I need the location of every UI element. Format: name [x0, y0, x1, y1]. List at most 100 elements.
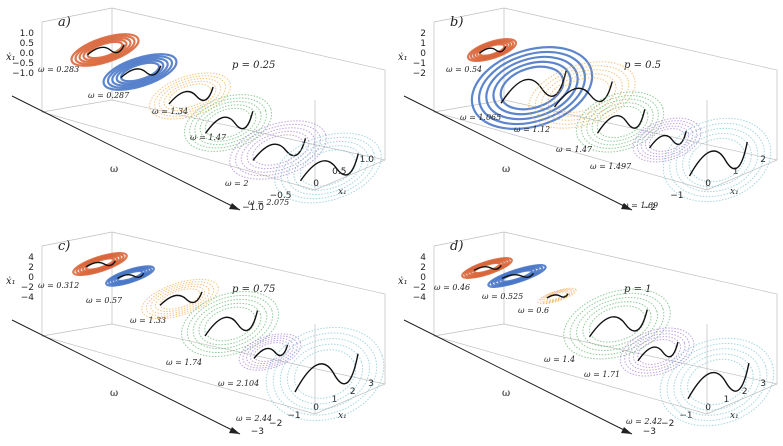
omega-value-label: ω = 2.075: [248, 198, 289, 207]
omega-axis-line: [403, 319, 633, 435]
omega-axis-arrowhead: [229, 203, 240, 210]
y-tick-label: 4: [420, 253, 426, 263]
attractor-ring: [246, 130, 310, 170]
omega-value-label: ω = 1.71: [584, 370, 620, 379]
y-tick-label: 0: [28, 273, 34, 283]
trajectory-line: [159, 291, 203, 306]
attractor-ring: [252, 134, 304, 166]
attractor-ring: [539, 288, 575, 304]
attractor-ring: [673, 348, 761, 416]
attractor-ring: [669, 122, 765, 198]
omega-value-label: ω = 0.287: [88, 91, 130, 100]
attractor-ring: [478, 43, 506, 57]
attractor-ring: [119, 61, 161, 83]
attractor-series-6: [659, 337, 775, 427]
trajectory-line: [299, 153, 359, 182]
attractor-ring: [588, 305, 646, 343]
trajectory-line: [546, 293, 569, 299]
y-tick-label: 0.5: [20, 39, 34, 49]
attractor-ring: [682, 132, 752, 188]
y-tick-label: 1: [420, 39, 426, 49]
attractor-series-1: [466, 38, 518, 62]
omega-value-label: ω = 1.4: [544, 355, 575, 364]
attractor-ring: [274, 132, 382, 204]
attractor-ring: [240, 127, 316, 173]
y-tick-label: 0.0: [20, 49, 35, 59]
x-tick-label: 0: [313, 403, 319, 413]
attractor-ring: [199, 104, 257, 142]
trajectory-line: [204, 111, 254, 134]
y-axis-title: ẋ₁: [6, 52, 16, 63]
x-tick-label: −2: [269, 419, 282, 429]
attractor-series-5: [632, 117, 702, 163]
panel-label: a): [58, 15, 71, 30]
attractor-ring: [106, 55, 174, 89]
trajectory-line: [500, 70, 567, 104]
attractor-series-6: [265, 326, 385, 422]
attractor-ring: [116, 269, 144, 283]
attractor-ring: [149, 72, 231, 120]
attractor-ring: [666, 342, 768, 422]
attractor-series-2: [470, 45, 594, 131]
x-tick-label: −1: [679, 411, 692, 421]
omega-value-label: ω = 0.283: [38, 65, 79, 74]
omega-axis-arrowhead: [621, 203, 632, 210]
omega-axis-title: ω: [110, 164, 118, 175]
attractor-ring: [84, 257, 116, 271]
attractor-ring: [680, 353, 754, 411]
omega-axis-line: [11, 95, 241, 211]
omega-value-label: ω = 1.34: [152, 107, 188, 116]
trajectory-line: [687, 362, 750, 400]
attractor-ring: [662, 117, 772, 203]
x-tick-label: 1: [724, 395, 730, 405]
x-tick-label: −1.0: [242, 203, 264, 213]
y-tick-label: −2: [21, 283, 34, 293]
omega-value-label: ω = 2.44: [236, 414, 272, 423]
attractor-ring: [644, 125, 690, 155]
y-tick-label: −1.0: [12, 69, 34, 79]
y-axis-title: ẋ₁: [6, 276, 16, 287]
attractor-ring: [246, 337, 294, 367]
attractor-ring: [492, 60, 572, 116]
omega-value-label: ω = 0.312: [38, 281, 79, 290]
y-tick-label: 2: [420, 263, 426, 273]
attractor-ring: [111, 57, 169, 87]
attractor-ring: [153, 75, 227, 117]
attractor-series-1: [461, 257, 513, 279]
trajectory-line: [253, 344, 289, 359]
trajectory-line: [204, 310, 259, 337]
attractor-ring: [299, 149, 357, 187]
trajectory-line: [588, 309, 648, 338]
attractor-ring: [229, 120, 327, 180]
omega-value-label: ω = 1.33: [130, 316, 166, 325]
y-tick-label: −4: [413, 293, 427, 303]
chart-panel-1: ωa)p = 0.25ẋ₁1.00.50.0−0.5−1.01.00.50−0.…: [6, 7, 386, 213]
attractor-ring: [293, 349, 357, 399]
attractor-ring: [477, 50, 587, 126]
x-tick-label: 0: [705, 403, 711, 413]
attractor-ring: [470, 45, 594, 131]
attractor-ring: [154, 285, 206, 313]
attractor-ring: [596, 105, 644, 139]
trajectory-line: [473, 264, 502, 272]
attractor-ring: [659, 337, 775, 427]
y-tick-label: −0.5: [12, 59, 34, 69]
x-tick-label: 1: [733, 167, 739, 177]
attractor-ring: [287, 141, 369, 195]
omega-axis-arrowhead: [621, 427, 632, 434]
omega-value-label: ω = 1.69: [622, 201, 658, 210]
attractor-ring: [686, 358, 748, 406]
x-tick-label: 1.0: [360, 155, 375, 165]
y-tick-label: 4: [28, 253, 34, 263]
attractor-ring: [586, 98, 654, 146]
attractor-series-5: [619, 327, 695, 377]
attractor-ring: [107, 266, 153, 286]
panel-label: d): [450, 239, 463, 254]
attractor-ring: [253, 342, 287, 362]
y-tick-label: −1: [413, 59, 426, 69]
omega-axis-line: [403, 95, 633, 211]
attractor-series-1: [72, 251, 128, 277]
attractor-ring: [115, 59, 165, 85]
attractor-ring: [280, 136, 376, 200]
